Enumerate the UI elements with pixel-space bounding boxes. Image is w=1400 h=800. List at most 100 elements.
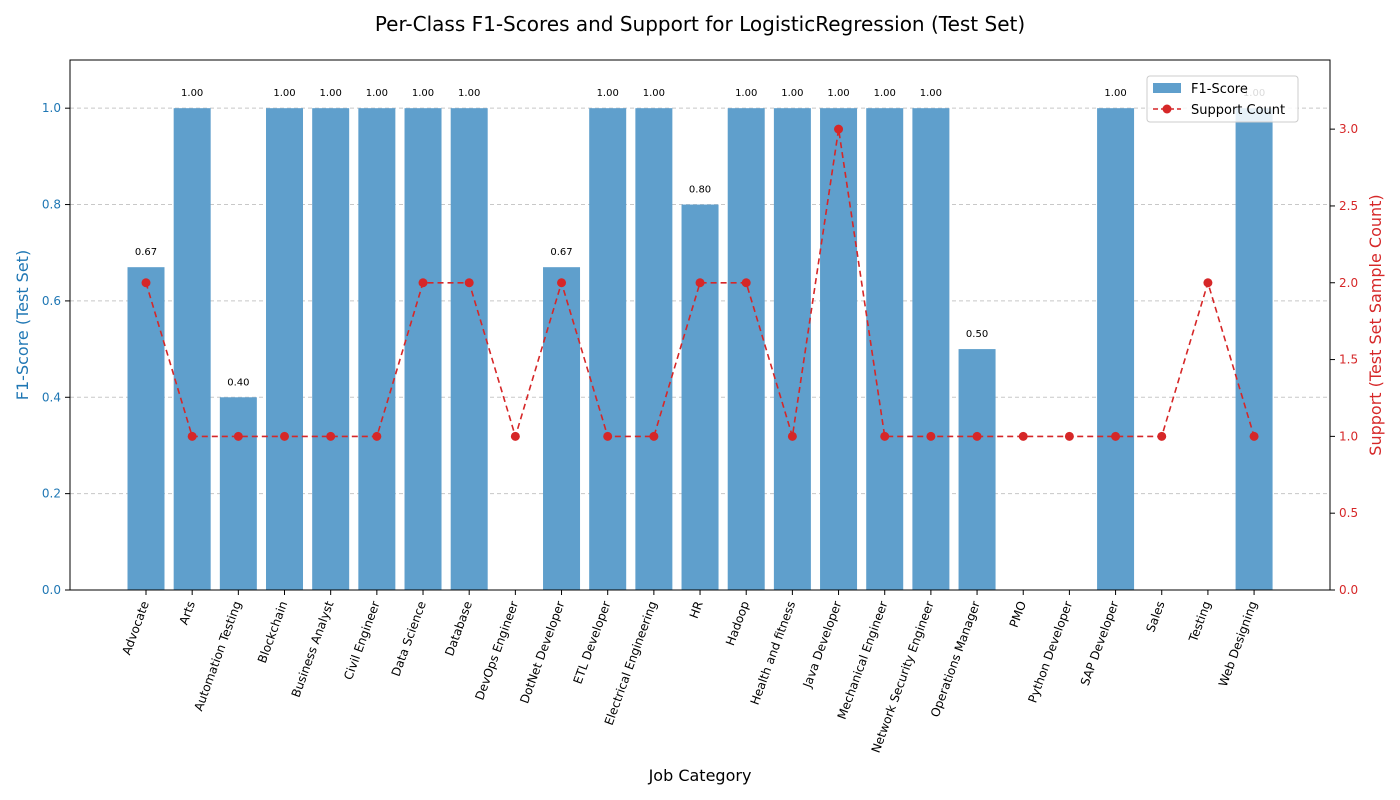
support-point	[233, 431, 243, 441]
y-left-axis: 0.0 0.2 0.4 0.6 0.8 1.0	[42, 101, 70, 597]
y2-tick-label: 2.5	[1339, 199, 1358, 213]
y-right-axis: 0.0 0.5 1.0 1.5 2.0 2.5 3.0	[1330, 122, 1358, 597]
bar	[1235, 108, 1273, 590]
bar	[543, 267, 581, 590]
support-point	[280, 431, 290, 441]
bar	[866, 108, 904, 590]
y2-tick-label: 3.0	[1339, 122, 1358, 136]
support-point	[603, 431, 613, 441]
x-tick-label: Health and fitness	[748, 599, 799, 707]
support-point	[187, 431, 197, 441]
bar-value-label: 1.00	[366, 88, 388, 99]
bar	[219, 397, 257, 590]
x-tick-label: Advocate	[119, 599, 151, 657]
y-tick-label: 0.4	[42, 390, 61, 404]
legend-label-f1: F1-Score	[1191, 82, 1248, 97]
legend-point-swatch	[1162, 104, 1172, 114]
support-point	[1064, 431, 1074, 441]
support-point	[1111, 431, 1121, 441]
support-point	[972, 431, 982, 441]
bar	[404, 108, 442, 590]
bar	[727, 108, 765, 590]
y2-tick-label: 0.0	[1339, 583, 1358, 597]
y-tick-label: 0.8	[42, 198, 61, 212]
y2-tick-label: 1.5	[1339, 353, 1358, 367]
support-point	[1157, 431, 1167, 441]
x-tick-label: Database	[442, 599, 475, 658]
bar-value-label: 1.00	[320, 88, 342, 99]
bar	[1097, 108, 1135, 590]
x-tick-label: PMO	[1007, 599, 1029, 629]
y-axis-label: F1-Score (Test Set)	[13, 250, 32, 400]
y-tick-label: 0.0	[42, 583, 61, 597]
y-tick-label: 0.2	[42, 487, 61, 501]
support-point	[418, 278, 428, 288]
support-point	[141, 278, 151, 288]
bar	[773, 108, 811, 590]
legend-box	[1146, 75, 1299, 123]
support-point	[695, 278, 705, 288]
x-tick-label: Automation Testing	[191, 599, 244, 713]
legend: F1-Score Support Count	[1146, 75, 1299, 123]
bar-labels: 0.67 1.00 0.40 1.00 1.00 1.00 1.00 1.00 0.67 1.00…	[135, 88, 1265, 388]
bar-value-label: 0.67	[550, 247, 572, 258]
x-tick-label: Hadoop	[723, 599, 752, 647]
x-tick-label: DevOps Engineer	[472, 599, 521, 702]
support-point	[372, 431, 382, 441]
bar-value-label: 0.67	[135, 247, 157, 258]
support-point	[326, 431, 336, 441]
x-tick-label: Data Science	[389, 599, 429, 678]
support-point	[1203, 278, 1213, 288]
bar-value-label: 1.00	[412, 88, 434, 99]
bar	[635, 108, 673, 590]
bar-value-label: 1.00	[735, 88, 757, 99]
support-point	[464, 278, 474, 288]
y2-tick-label: 0.5	[1339, 506, 1358, 520]
support-point	[1249, 431, 1259, 441]
bar-value-label: 1.00	[181, 88, 203, 99]
bar	[266, 108, 304, 590]
bar-value-label: 1.00	[874, 88, 896, 99]
support-point	[926, 431, 936, 441]
bar-value-label: 1.00	[458, 88, 480, 99]
x-tick-label: SAP Developer	[1078, 599, 1122, 687]
x-tick-label: Electrical Engineering	[602, 599, 660, 727]
support-line	[141, 124, 1259, 441]
support-point	[510, 431, 520, 441]
bar-value-label: 1.00	[273, 88, 295, 99]
x-tick-label: HR	[687, 599, 706, 620]
bar-value-label: 0.40	[227, 377, 249, 388]
x-tick-label: DotNet Developer	[517, 599, 567, 705]
x-tick-label: Civil Engineer	[341, 599, 382, 682]
x-tick-label: Testing	[1186, 599, 1214, 644]
bar	[912, 108, 950, 590]
support-point	[649, 431, 659, 441]
y2-axis-label: Support (Test Set Sample Count)	[1366, 194, 1385, 455]
x-tick-label: ETL Developer	[571, 599, 614, 686]
bar	[450, 108, 488, 590]
support-point	[880, 431, 890, 441]
bar	[958, 349, 996, 590]
bar-value-label: 1.00	[781, 88, 803, 99]
x-tick-label: Operations Manager	[928, 599, 983, 719]
bar	[358, 108, 396, 590]
bar	[127, 267, 165, 590]
bar	[681, 204, 719, 590]
bar-value-label: 1.00	[597, 88, 619, 99]
bar-value-label: 0.80	[689, 185, 711, 196]
y2-tick-label: 1.0	[1339, 429, 1358, 443]
bar	[589, 108, 627, 590]
y2-tick-label: 2.0	[1339, 276, 1358, 290]
legend-label-support: Support Count	[1191, 103, 1285, 118]
bar-value-label: 1.00	[827, 88, 849, 99]
bar-value-label: 0.50	[966, 329, 988, 340]
x-tick-label: Mechanical Engineer	[835, 599, 891, 721]
support-point	[741, 278, 751, 288]
support-point	[787, 431, 797, 441]
bar-value-label: 1.00	[920, 88, 942, 99]
x-tick-label: Sales	[1143, 599, 1167, 634]
x-tick-label: Blockchain	[255, 599, 290, 665]
x-tick-label: Arts	[177, 599, 198, 626]
